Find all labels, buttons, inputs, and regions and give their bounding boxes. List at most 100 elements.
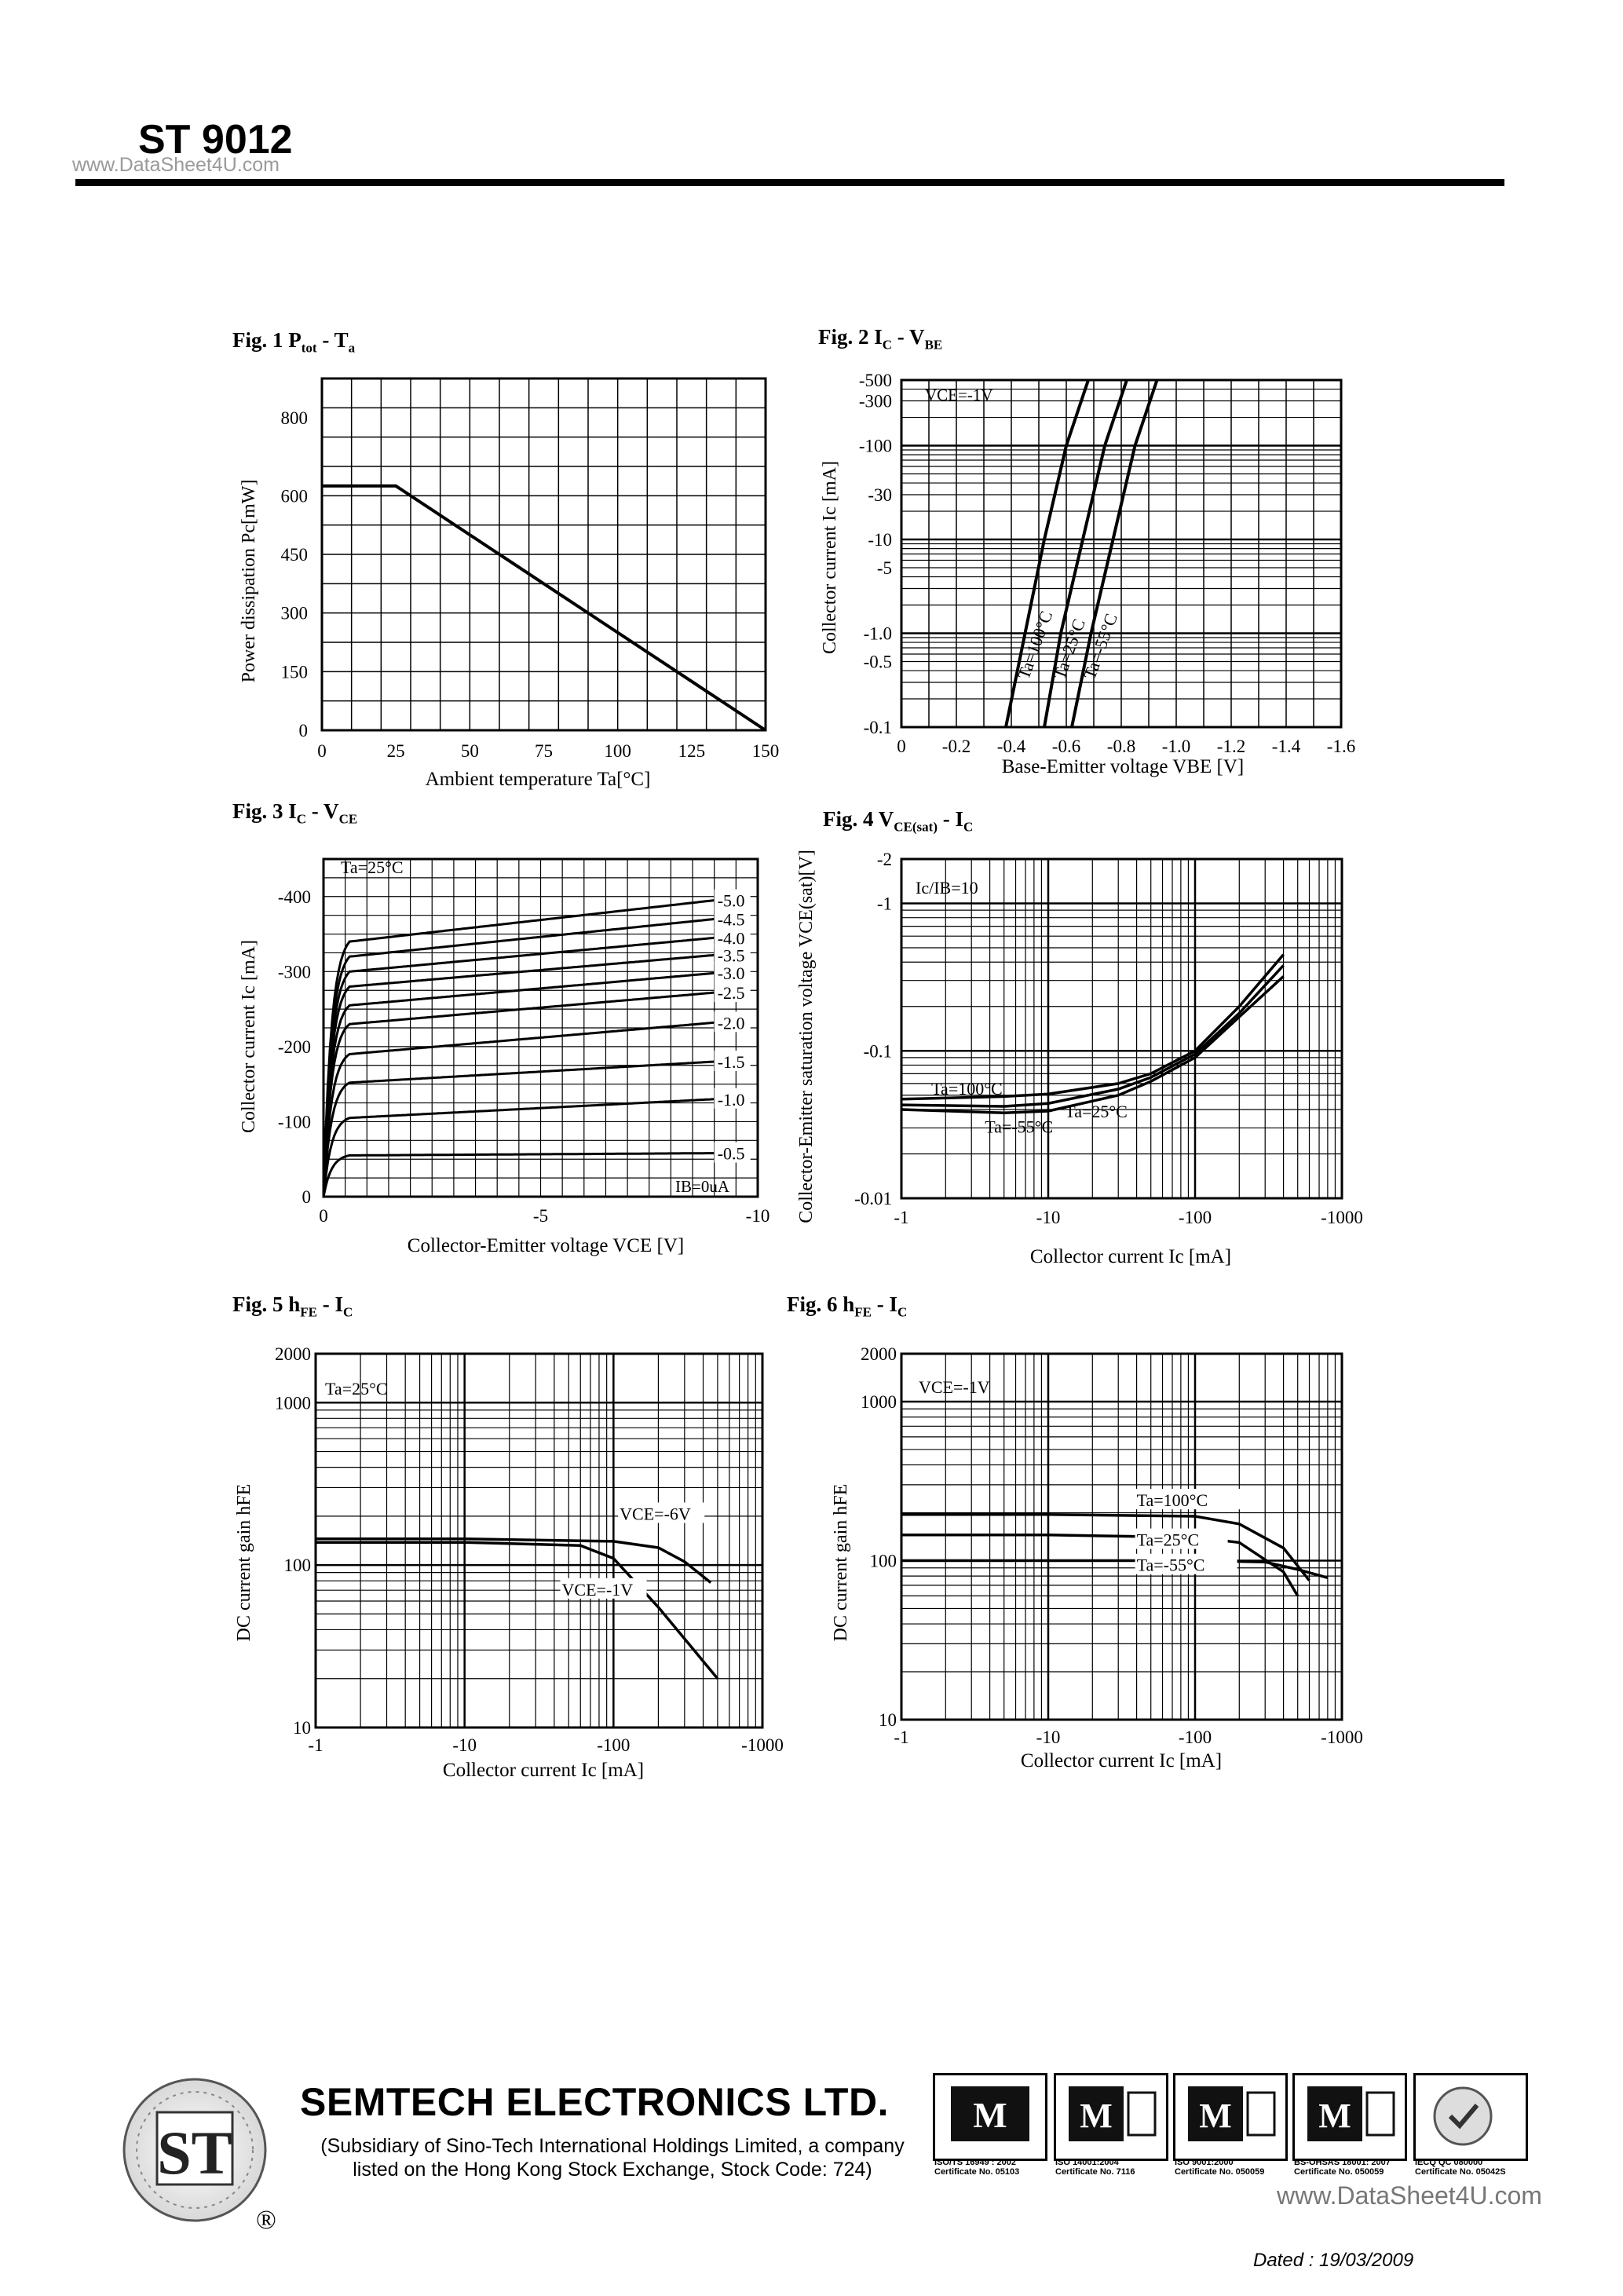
fig3-label-bg bbox=[714, 1142, 751, 1163]
fig1-ytick-label: 150 bbox=[281, 662, 309, 682]
fig5-annotation: Ta=25°C bbox=[325, 1379, 388, 1398]
fig5-title: Fig. 5 hFE - IC bbox=[232, 1292, 353, 1320]
company-subsidiary: (Subsidiary of Sino-Tech International H… bbox=[298, 2134, 927, 2181]
fig4-curve-label: Ta=25°C bbox=[1065, 1102, 1128, 1121]
fig3-label-bg bbox=[714, 1011, 751, 1033]
fig2-xtick-label: -1.6 bbox=[1327, 737, 1355, 756]
fig4-ytick-label: -1 bbox=[877, 894, 892, 914]
fig3-ytick-label: -400 bbox=[278, 887, 311, 907]
fig6-ytick-label: 10 bbox=[879, 1710, 897, 1730]
fig5-ytick-label: 2000 bbox=[275, 1344, 311, 1364]
fig3-curve-ib-7 bbox=[322, 1060, 715, 1197]
fig2-ytick-label: -1.0 bbox=[864, 624, 892, 644]
fig6-label-bg bbox=[1135, 1489, 1241, 1510]
fig3-curve-ib-9 bbox=[322, 1152, 715, 1197]
watermark-bottom[interactable]: www.DataSheet4U.com bbox=[1277, 2181, 1542, 2210]
fig3-label-bg bbox=[714, 927, 751, 948]
fig4-curve-2 bbox=[901, 975, 1285, 1114]
fig1-title: Fig. 1 Ptot - Ta bbox=[232, 328, 356, 356]
fig3-ylabel: Collector current Ic [mA] bbox=[239, 940, 259, 1133]
fig3-label-bg bbox=[714, 1051, 751, 1071]
fig2-annotation: VCE=-1V bbox=[925, 386, 993, 404]
fig3-curve-ib-4 bbox=[322, 971, 715, 1197]
fig3-curve-ib-8 bbox=[322, 1098, 715, 1197]
svg-text:M: M bbox=[1199, 2097, 1232, 2135]
fig5-curve-label: VCE=-6V bbox=[620, 1504, 691, 1523]
fig2-ytick-label: -0.1 bbox=[864, 718, 892, 737]
fig3-label-bg bbox=[714, 944, 751, 965]
fig6-plot-frame bbox=[900, 1352, 1343, 1721]
fig4-xtick-label: -10 bbox=[1036, 1208, 1061, 1227]
fig3-plot-frame bbox=[322, 857, 759, 1198]
cert-caption-5: IECQ QC 080000 Certificate No. 05042S bbox=[1415, 2158, 1506, 2177]
fig4-xtick-label: -1000 bbox=[1321, 1208, 1363, 1227]
fig3-ytick-label: 0 bbox=[302, 1187, 312, 1207]
fig1-xtick-label: 25 bbox=[387, 741, 405, 761]
fig1-xtick-label: 0 bbox=[317, 741, 327, 761]
fig1-xtick-label: 50 bbox=[461, 741, 479, 761]
fig6-ytick-label: 100 bbox=[870, 1551, 897, 1570]
fig2-xtick-label: -0.4 bbox=[997, 737, 1026, 756]
fig6-ytick-label: 2000 bbox=[861, 1344, 897, 1364]
fig2-ytick-label: -30 bbox=[868, 485, 892, 505]
fig1-ytick-label: 0 bbox=[299, 721, 309, 740]
fig6-title: Fig. 6 hFE - IC bbox=[787, 1292, 908, 1320]
fig4-curve-label: Ta=100°C bbox=[931, 1079, 1003, 1099]
cert-caption-4: BS-OHSAS 18001: 2007 Certificate No. 0500… bbox=[1294, 2158, 1391, 2177]
fig3-curve-label: -3.5 bbox=[718, 945, 745, 965]
fig1-xtick-label: 125 bbox=[678, 741, 706, 761]
fig3-label-bg bbox=[714, 908, 751, 929]
fig4-title: Fig. 4 VCE(sat) - IC bbox=[823, 807, 974, 835]
svg-text:M: M bbox=[1080, 2097, 1113, 2135]
fig3-curve-ib-5 bbox=[322, 991, 715, 1197]
fig3-curve-ib-1 bbox=[322, 917, 715, 1197]
fig1-xtick-label: 100 bbox=[604, 741, 631, 761]
fig3-curve-ib-2 bbox=[322, 936, 715, 1197]
company-name: SEMTECH ELECTRONICS LTD. bbox=[300, 2080, 889, 2124]
fig4-annotation: Ic/IB=10 bbox=[916, 878, 978, 898]
fig3-ytick-label: -200 bbox=[278, 1037, 311, 1057]
fig1-ytick-label: 800 bbox=[281, 408, 309, 428]
fig4-xtick-label: -1 bbox=[894, 1208, 908, 1227]
fig2-xtick-label: -1.0 bbox=[1162, 737, 1190, 756]
fig1-ylabel: Power dissipation Pc[mW] bbox=[239, 480, 259, 683]
fig3-curve-label: -4.5 bbox=[718, 909, 745, 929]
fig6-annotation: VCE=-1V bbox=[919, 1377, 990, 1397]
cert-badge-sgs bbox=[1413, 2073, 1528, 2161]
cert-caption-3: ISO 9001:2000 Certificate No. 050059 bbox=[1175, 2158, 1265, 2177]
fig5-curve-1 bbox=[316, 1541, 719, 1680]
fig4-ytick-label: -0.01 bbox=[854, 1189, 892, 1208]
fig4-curve-label: Ta=-55°C bbox=[985, 1117, 1053, 1137]
fig3-curve-label: -1.5 bbox=[718, 1052, 745, 1072]
fig4-curve-0 bbox=[901, 953, 1285, 1101]
fig3-curve-label: -3.0 bbox=[718, 963, 745, 983]
fig6-curve-2 bbox=[901, 1559, 1329, 1579]
subsidiary-line-1: (Subsidiary of Sino-Tech International H… bbox=[320, 2135, 905, 2157]
cert-badge-iso-9001: M bbox=[1173, 2073, 1288, 2161]
svg-text:ST: ST bbox=[157, 2119, 232, 2187]
fig1-xlabel: Ambient temperature Ta[°C] bbox=[426, 769, 651, 790]
fig2-ytick-label: -500 bbox=[859, 371, 892, 390]
fig3-xtick-label: 0 bbox=[319, 1206, 328, 1226]
fig2-curve-0 bbox=[1004, 379, 1090, 728]
fig3-xtick-label: -5 bbox=[533, 1206, 548, 1226]
fig6-xtick-label: -10 bbox=[1036, 1727, 1061, 1747]
fig3-curve-label: -1.0 bbox=[718, 1090, 745, 1110]
fig3-ytick-label: -100 bbox=[278, 1112, 311, 1132]
dated-label: Dated : 19/03/2009 bbox=[1253, 2250, 1414, 2271]
fig3-annotation: Ta=25°C bbox=[341, 857, 404, 877]
fig6-ytick-label: 1000 bbox=[861, 1392, 897, 1412]
fig2-xtick-label: -0.6 bbox=[1052, 737, 1080, 756]
fig2-xtick-label: -0.2 bbox=[942, 737, 971, 756]
fig1-xtick-label: 150 bbox=[752, 741, 780, 761]
fig5-plot-frame bbox=[314, 1352, 764, 1729]
fig1-plot-frame bbox=[320, 377, 767, 732]
fig3-title: Fig. 3 IC - VCE bbox=[232, 799, 358, 827]
fig6-xlabel: Collector current Ic [mA] bbox=[1021, 1750, 1222, 1771]
watermark-top[interactable]: www.DataSheet4U.com bbox=[72, 154, 280, 176]
fig3-label-bg bbox=[714, 962, 751, 983]
fig6-xtick-label: -1 bbox=[894, 1727, 908, 1747]
fig6-curve-0 bbox=[901, 1512, 1310, 1581]
fig2-ytick-label: -5 bbox=[877, 558, 892, 578]
